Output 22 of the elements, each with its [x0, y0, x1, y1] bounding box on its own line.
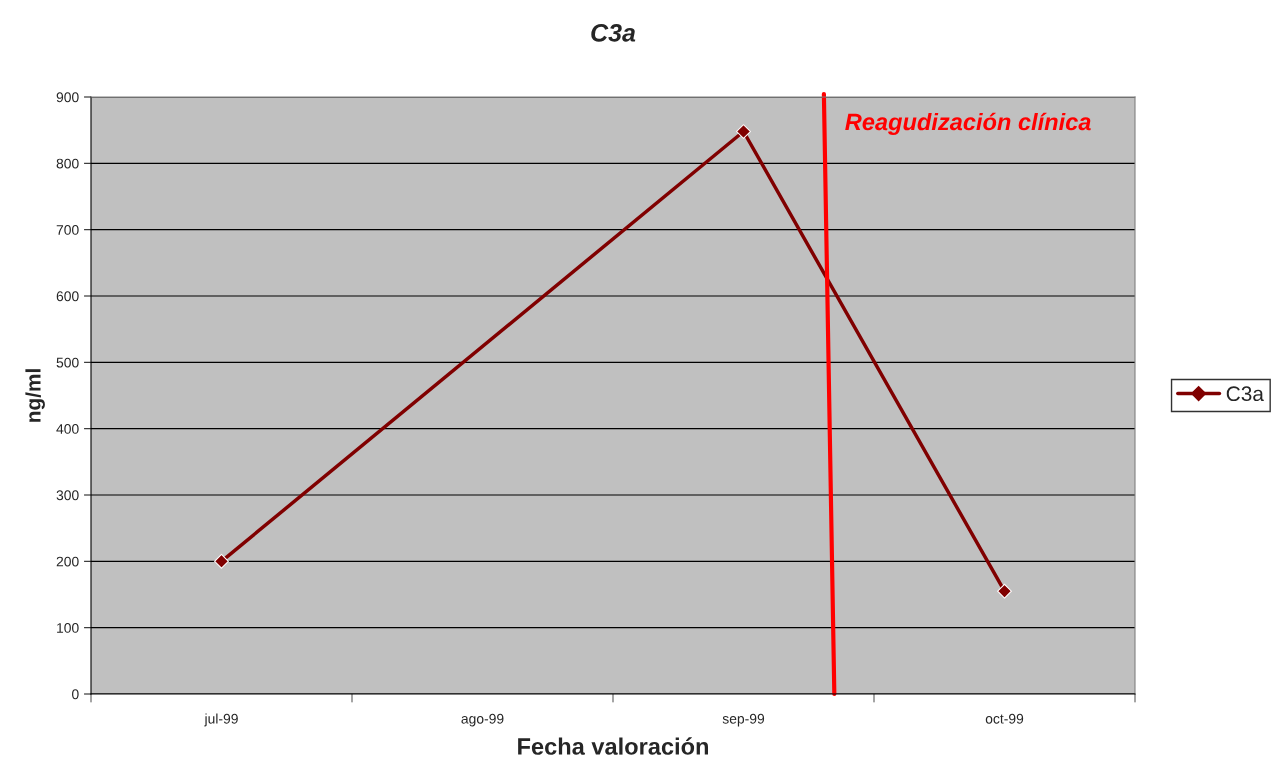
legend-label: C3a — [1226, 386, 1264, 402]
y-tick-label: 700 — [56, 225, 79, 235]
y-tick-label: 400 — [56, 424, 79, 434]
y-tick-label: 800 — [56, 158, 79, 169]
point — [736, 124, 751, 139]
point — [997, 583, 1012, 599]
y-tick-label: 0 — [72, 689, 79, 700]
y-tick-label: 500 — [56, 357, 79, 368]
x-tick-label: sep-99 — [722, 713, 765, 727]
y-tick-label: 100 — [57, 623, 79, 633]
point — [214, 553, 229, 569]
x-tick-label: jul-99 — [204, 713, 238, 727]
y-tick-label: 200 — [56, 556, 79, 567]
annotation: Reagudización clínica — [845, 112, 1091, 135]
y-axis-title: ng/ml — [25, 369, 45, 422]
x-tick-label: ago-99 — [461, 713, 504, 727]
chart-title: C3a — [591, 23, 636, 42]
y-tick-label: 900 — [56, 92, 79, 103]
y-tick-label: 300 — [56, 490, 79, 501]
x-axis-title: Fecha valoración — [518, 737, 708, 755]
x-tick-label: oct-99 — [985, 713, 1024, 724]
y-tick-label: 600 — [56, 291, 79, 302]
